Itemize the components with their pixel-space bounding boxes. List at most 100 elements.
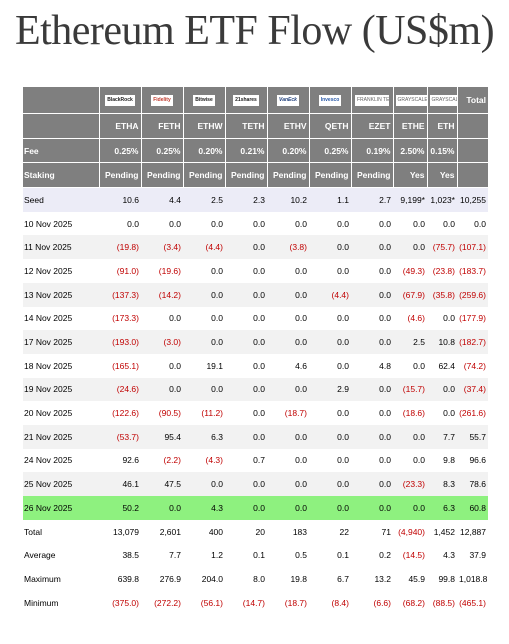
flow-cell: (75.7) xyxy=(427,235,457,260)
total-cell: (183.7) xyxy=(459,265,486,276)
blackrock-logo: BlackRock xyxy=(105,94,135,106)
table-row: Total 13,079 2,601 400 20 183 22 71 (4,940) 1,452… xyxy=(23,520,488,544)
flow-cell: 47.5 xyxy=(141,472,183,496)
flow-cell: 0.0 xyxy=(225,377,267,402)
flow-cell: (122.6) xyxy=(112,408,139,419)
fee-cell: 2.50% xyxy=(393,138,428,164)
flow-cell: 0.0 xyxy=(267,496,309,520)
flow-cell: 0.0 xyxy=(379,265,391,276)
flow-cell: 0.0 xyxy=(337,313,349,324)
flow-cell: 0.0 xyxy=(183,377,225,402)
row-label: 19 Nov 2025 xyxy=(23,377,99,402)
total-cell: 78.6 xyxy=(457,472,488,496)
flow-cell: 0.0 xyxy=(351,282,393,307)
flow-cell: 0.0 xyxy=(413,218,425,229)
total-cell: 1,018.8 xyxy=(459,573,488,584)
staking-cell: Pending xyxy=(225,162,268,189)
flow-cell: (53.7) xyxy=(99,424,141,449)
ticker-total-cell xyxy=(457,113,488,139)
flow-cell: (35.8) xyxy=(427,282,457,307)
flow-cell: 0.0 xyxy=(443,408,455,419)
staking-row: Staking Pending Pending Pending Pending … xyxy=(23,162,488,189)
flow-cell: 6.7 xyxy=(337,573,349,584)
flow-cell: (4.4) xyxy=(309,282,351,307)
flow-cell: 95.4 xyxy=(141,424,183,449)
staking-label: Staking xyxy=(23,162,100,189)
invesco-logo: Invesco xyxy=(318,94,342,106)
row-label: 21 Nov 2025 xyxy=(23,424,99,449)
flow-cell: 2,601 xyxy=(159,526,181,537)
flow-cell: 0.0 xyxy=(351,330,393,354)
flow-cell: (137.3) xyxy=(99,282,141,307)
flow-cell: 0.0 xyxy=(253,360,265,371)
flow-cell: 19.8 xyxy=(290,573,307,584)
flow-cell: (23.3) xyxy=(393,472,427,496)
flow-cell: (173.3) xyxy=(112,313,139,324)
flow-cell: (4.3) xyxy=(205,455,223,466)
flow-cell: 19.1 xyxy=(206,360,223,371)
flow-cell: 4.3 xyxy=(183,496,225,520)
total-cell: 55.7 xyxy=(457,424,488,449)
flow-cell: 0.0 xyxy=(379,455,391,466)
flow-cell: 6.3 xyxy=(183,424,225,449)
flow-cell: 8.3 xyxy=(427,472,457,496)
total-cell: (177.9) xyxy=(459,313,486,324)
flow-cell: 2.5 xyxy=(183,187,225,212)
flow-cell: (193.0) xyxy=(99,330,141,354)
total-cell: 60.8 xyxy=(457,496,488,520)
flow-cell: 0.0 xyxy=(443,313,455,324)
etf-flow-table: BlackRock Fidelity Bitwise 21shares VanE… xyxy=(23,87,488,614)
flow-cell: 0.0 xyxy=(211,313,223,324)
flow-cell: 0.0 xyxy=(141,377,183,402)
fee-cell: 0.20% xyxy=(267,138,310,164)
flow-cell: (2.2) xyxy=(163,455,181,466)
fee-label: Fee xyxy=(23,138,100,164)
staking-cell: Pending xyxy=(351,162,394,189)
total-cell: (182.7) xyxy=(457,330,488,354)
flow-cell: (88.5) xyxy=(432,597,455,608)
row-label: 14 Nov 2025 xyxy=(24,313,73,324)
ticker-cell: FETH xyxy=(141,113,184,139)
fee-cell: 0.25% xyxy=(141,138,184,164)
flow-cell: 0.0 xyxy=(267,330,309,354)
flow-cell: 2.3 xyxy=(225,187,267,212)
table-row: Minimum (375.0) (272.2) (56.1) (14.7) (18.7) (… xyxy=(23,591,488,615)
table-body: BlackRock Fidelity Bitwise 21shares VanE… xyxy=(23,87,488,614)
flow-cell: (67.9) xyxy=(393,282,427,307)
flow-cell: 71 xyxy=(381,526,391,537)
flow-cell: 0.0 xyxy=(337,455,349,466)
flow-cell: 50.2 xyxy=(99,496,141,520)
flow-cell: 183 xyxy=(292,526,307,537)
flow-cell: 45.9 xyxy=(408,573,425,584)
staking-cell: Pending xyxy=(183,162,226,189)
flow-cell: 0.0 xyxy=(427,377,457,402)
flow-cell: 204.0 xyxy=(201,573,223,584)
flow-cell: 0.0 xyxy=(337,218,349,229)
flow-cell: 0.0 xyxy=(393,424,427,449)
flow-cell: (18.7) xyxy=(284,408,307,419)
flow-cell: (19.6) xyxy=(158,265,181,276)
flow-cell: (272.2) xyxy=(154,597,181,608)
table-row: 13 Nov 2025 (137.3) (14.2) 0.0 0.0 0.0 (4.4) 0.… xyxy=(23,282,488,307)
flow-cell: (68.2) xyxy=(402,597,425,608)
table-row: 17 Nov 2025 (193.0) (3.0) 0.0 0.0 0.0 0.0 0.0 2.… xyxy=(23,330,488,354)
flow-cell: 1,023* xyxy=(427,187,457,212)
staking-total-cell xyxy=(457,162,488,189)
grayscale-mini-logo: GRAYSCALE xyxy=(429,94,456,106)
flow-cell: 0.0 xyxy=(295,455,307,466)
flow-cell: 0.0 xyxy=(351,496,393,520)
flow-cell: 0.0 xyxy=(351,377,393,402)
bitwise-logo: Bitwise xyxy=(193,94,215,106)
flow-cell: 639.8 xyxy=(117,573,139,584)
flow-cell: 0.0 xyxy=(225,472,267,496)
header-corner-cell xyxy=(23,87,100,114)
total-cell: 37.9 xyxy=(469,550,486,561)
total-cell: (465.1) xyxy=(459,597,486,608)
flow-cell: 0.0 xyxy=(309,496,351,520)
flow-cell: (4,940) xyxy=(398,526,425,537)
flow-cell: 0.0 xyxy=(337,360,349,371)
row-label: 25 Nov 2025 xyxy=(23,472,99,496)
row-label: 10 Nov 2025 xyxy=(24,218,73,229)
flow-cell: (91.0) xyxy=(116,265,139,276)
flow-cell: 0.0 xyxy=(225,282,267,307)
